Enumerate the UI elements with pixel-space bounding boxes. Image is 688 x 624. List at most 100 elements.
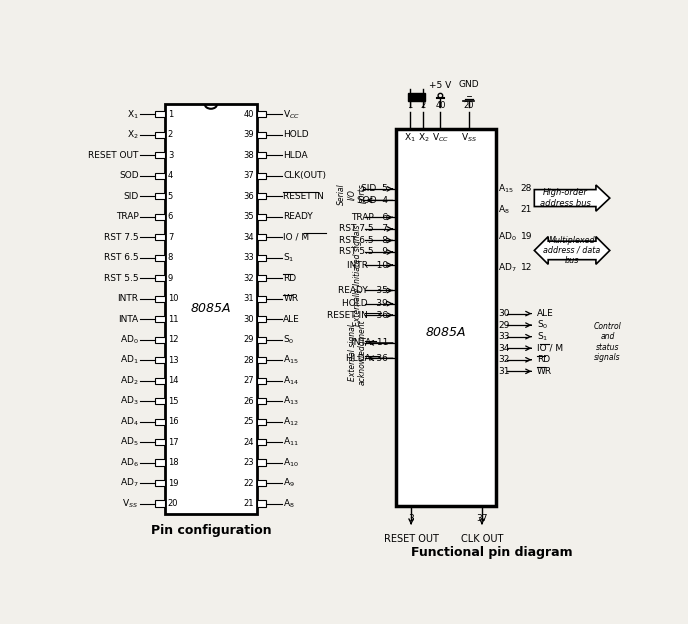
Text: AD$_7$: AD$_7$: [120, 477, 138, 489]
Bar: [155, 439, 164, 445]
Text: 20: 20: [464, 101, 474, 110]
Bar: [257, 234, 266, 240]
Text: 34: 34: [244, 233, 254, 241]
Text: 30: 30: [244, 314, 254, 324]
Text: 29: 29: [498, 321, 510, 329]
Text: 39: 39: [244, 130, 254, 139]
Text: A$_{15}$: A$_{15}$: [498, 183, 514, 195]
Bar: [257, 419, 266, 425]
Text: V$_{SS}$: V$_{SS}$: [461, 131, 477, 144]
Bar: [257, 500, 266, 507]
Bar: [257, 255, 266, 261]
Circle shape: [438, 94, 442, 98]
Bar: [257, 357, 266, 363]
Text: 37: 37: [476, 514, 488, 523]
Bar: [257, 173, 266, 179]
Text: A$_9$: A$_9$: [283, 477, 295, 489]
Bar: [164, 104, 257, 514]
Bar: [257, 132, 266, 138]
Text: RD: RD: [537, 355, 550, 364]
Bar: [257, 480, 266, 486]
Bar: [155, 275, 164, 281]
Bar: [155, 213, 164, 220]
Text: 40: 40: [435, 101, 446, 110]
Bar: [155, 316, 164, 322]
Text: SOD: SOD: [119, 172, 138, 180]
Text: 26: 26: [244, 397, 254, 406]
Text: RESET IN: RESET IN: [283, 192, 324, 201]
Text: Serial
I/O
ports: Serial I/O ports: [337, 183, 367, 205]
Text: 10: 10: [168, 295, 178, 303]
Text: V$_{SS}$: V$_{SS}$: [122, 497, 138, 510]
Text: RST 6.5   8: RST 6.5 8: [339, 236, 388, 245]
Text: 29: 29: [244, 335, 254, 344]
Bar: [155, 480, 164, 486]
Text: 23: 23: [244, 458, 254, 467]
Text: Control
and
status
signals: Control and status signals: [594, 322, 621, 362]
Text: INTA: INTA: [118, 314, 138, 324]
Text: HOLD: HOLD: [283, 130, 309, 139]
Polygon shape: [535, 185, 610, 211]
Text: 27: 27: [244, 376, 254, 385]
Text: IO / M: IO / M: [537, 344, 563, 353]
Text: RST 5.5   9: RST 5.5 9: [339, 248, 388, 256]
Text: 33: 33: [498, 332, 510, 341]
Text: 9: 9: [168, 274, 173, 283]
Text: 5: 5: [168, 192, 173, 201]
Polygon shape: [535, 236, 610, 265]
Text: CLK OUT: CLK OUT: [461, 534, 503, 544]
Bar: [155, 500, 164, 507]
Text: 7: 7: [168, 233, 173, 241]
Bar: [155, 152, 164, 158]
Text: 31: 31: [498, 367, 510, 376]
Text: RESET OUT: RESET OUT: [88, 151, 138, 160]
Text: Functional pin diagram: Functional pin diagram: [411, 546, 573, 559]
Text: 1: 1: [168, 110, 173, 119]
Text: 12: 12: [168, 335, 178, 344]
Text: RD: RD: [283, 274, 297, 283]
Text: RST 6.5: RST 6.5: [104, 253, 138, 262]
Text: IO / M: IO / M: [283, 233, 310, 241]
Text: WR: WR: [283, 295, 299, 303]
Text: INTA  11: INTA 11: [351, 338, 388, 348]
Text: 4: 4: [168, 172, 173, 180]
Text: A$_{15}$: A$_{15}$: [283, 354, 299, 366]
Text: 19: 19: [520, 232, 532, 241]
Text: AD$_1$: AD$_1$: [120, 354, 138, 366]
Text: TRAP   6: TRAP 6: [351, 213, 388, 222]
Bar: [257, 316, 266, 322]
Text: X$_2$: X$_2$: [127, 129, 138, 141]
Bar: [257, 111, 266, 117]
Bar: [257, 378, 266, 384]
Text: AD$_0$: AD$_0$: [498, 230, 517, 243]
Text: X$_1$: X$_1$: [127, 108, 138, 120]
Text: 6: 6: [168, 212, 173, 222]
Bar: [257, 193, 266, 200]
Text: Multiplexed
address / data
bus: Multiplexed address / data bus: [544, 235, 601, 265]
Text: 34: 34: [498, 344, 510, 353]
Text: AD$_2$: AD$_2$: [120, 374, 138, 387]
Text: READY   35: READY 35: [338, 286, 388, 295]
Text: ALE: ALE: [537, 309, 553, 318]
Text: S$_0$: S$_0$: [537, 319, 548, 331]
Text: RESET IN   36: RESET IN 36: [327, 311, 388, 319]
Bar: [155, 193, 164, 200]
Bar: [155, 398, 164, 404]
Text: X$_1$: X$_1$: [404, 131, 416, 144]
Text: 13: 13: [168, 356, 178, 364]
Text: 30: 30: [498, 309, 510, 318]
Text: TRAP: TRAP: [116, 212, 138, 222]
Bar: [155, 255, 164, 261]
Bar: [155, 459, 164, 466]
Text: S$_1$: S$_1$: [537, 331, 548, 343]
Text: High-order
address bus: High-order address bus: [539, 188, 590, 208]
Bar: [155, 111, 164, 117]
Bar: [155, 357, 164, 363]
Text: INTR   10: INTR 10: [347, 261, 388, 270]
Bar: [155, 234, 164, 240]
Text: A$_8$: A$_8$: [283, 497, 295, 510]
Bar: [257, 296, 266, 302]
Text: AD$_6$: AD$_6$: [120, 456, 138, 469]
Text: 24: 24: [244, 437, 254, 447]
Text: AD$_4$: AD$_4$: [120, 416, 138, 428]
